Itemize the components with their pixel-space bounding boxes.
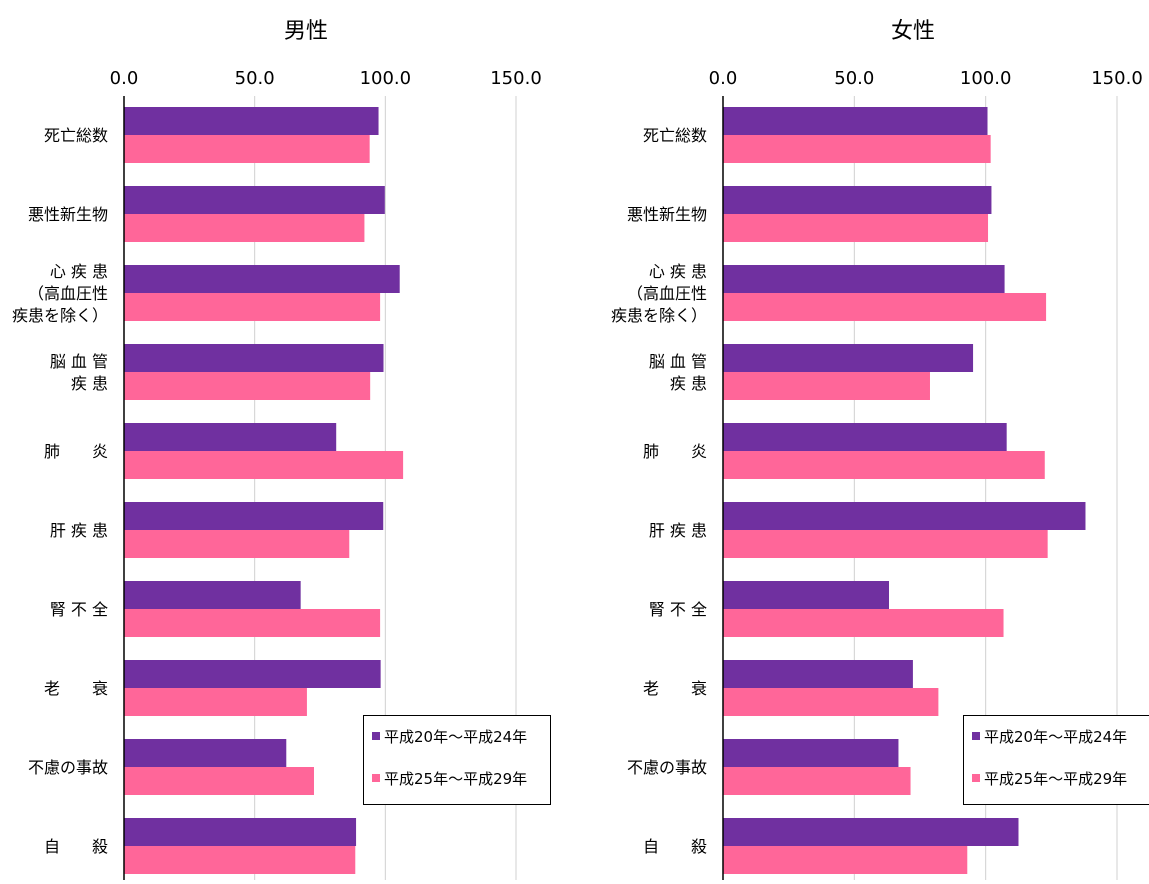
- bar-series-2: [723, 451, 1045, 479]
- category-label: 老 衰: [44, 679, 108, 698]
- bar-series-1: [124, 660, 381, 688]
- male-chart-panel: 男性 0.0 50.0 100.0 150.0 死亡総数悪性新生物心 疾 患 （高血圧性疾患…: [0, 0, 575, 880]
- category-label: 肝 疾 患: [50, 521, 108, 540]
- x-tick-label: 50.0: [235, 68, 275, 89]
- bar-series-1: [124, 423, 337, 451]
- bar-series-1: [124, 186, 385, 214]
- bar-series-2: [723, 214, 989, 242]
- bar-series-2: [124, 372, 371, 400]
- x-tick-label: 150.0: [490, 68, 542, 89]
- x-tick-label: 0.0: [110, 68, 139, 89]
- bar-series-2: [723, 767, 911, 795]
- category-label: 老 衰: [643, 679, 707, 698]
- category-label: 悪性新生物: [627, 205, 707, 224]
- bar-series-2: [124, 530, 350, 558]
- category-label: 疾患を除く）: [12, 306, 108, 325]
- male-legend: 平成20年～平成24年 平成25年～平成29年: [363, 715, 551, 805]
- female-chart-panel: 女性 0.0 50.0 100.0 150.0 死亡総数悪性新生物心 疾 患 （高血圧性疾患…: [575, 0, 1149, 880]
- bar-series-1: [723, 660, 913, 688]
- legend-label-series-1: 平成20年～平成24年: [984, 728, 1128, 746]
- category-label: 自 殺: [44, 837, 108, 856]
- bar-series-1: [124, 739, 287, 767]
- x-tick-label: 100.0: [360, 68, 412, 89]
- bar-series-2: [723, 688, 939, 716]
- category-label: 肝 疾 患: [649, 521, 707, 540]
- category-label: 疾 患: [71, 374, 108, 393]
- chart-title: 女性: [891, 19, 935, 44]
- category-label: 肺 炎: [44, 442, 108, 461]
- bar-series-1: [124, 581, 301, 609]
- bar-series-2: [124, 688, 307, 716]
- bar-series-1: [124, 265, 400, 293]
- category-label: 心 疾 患: [649, 262, 707, 281]
- category-label: 悪性新生物: [28, 205, 108, 224]
- bar-series-2: [124, 767, 314, 795]
- bar-series-1: [723, 186, 992, 214]
- bar-series-1: [124, 818, 357, 846]
- legend-entry-series-1: 平成20年～平成24年: [372, 726, 527, 747]
- bar-series-1: [124, 502, 384, 530]
- legend-entry-series-2: 平成25年～平成29年: [372, 768, 527, 789]
- category-label: 不慮の事故: [28, 758, 108, 777]
- legend-swatch-series-2: [972, 773, 980, 782]
- category-label: 疾 患: [670, 374, 707, 393]
- bar-series-2: [124, 293, 381, 321]
- bar-series-2: [723, 372, 930, 400]
- legend-swatch-series-1: [372, 731, 380, 740]
- legend-label-series-2: 平成25年～平成29年: [984, 770, 1128, 788]
- category-label: （高血圧性: [627, 284, 707, 303]
- bar-series-1: [723, 344, 974, 372]
- bar-series-2: [723, 530, 1048, 558]
- legend-swatch-series-2: [372, 773, 380, 782]
- bar-series-2: [723, 135, 991, 163]
- bar-series-2: [723, 609, 1004, 637]
- bar-series-1: [124, 344, 384, 372]
- female-legend: 平成20年～平成24年 平成25年～平成29年: [963, 715, 1149, 805]
- x-tick-label: 100.0: [960, 68, 1012, 89]
- x-tick-label: 50.0: [834, 68, 874, 89]
- category-label: 自 殺: [643, 837, 707, 856]
- bar-series-2: [723, 293, 1047, 321]
- bar-series-2: [124, 451, 404, 479]
- bar-series-2: [124, 135, 370, 163]
- category-label: 脳 血 管: [50, 352, 108, 371]
- legend-entry-series-1: 平成20年～平成24年: [972, 726, 1127, 747]
- x-tick-label: 150.0: [1091, 68, 1143, 89]
- bar-series-2: [723, 846, 968, 874]
- category-label: 腎 不 全: [50, 600, 108, 619]
- bar-series-2: [124, 214, 365, 242]
- category-label: 死亡総数: [643, 126, 707, 145]
- category-label: 腎 不 全: [649, 600, 707, 619]
- category-label: 疾患を除く）: [611, 306, 707, 325]
- bar-series-1: [723, 423, 1007, 451]
- bar-series-1: [124, 107, 379, 135]
- bar-series-1: [723, 581, 890, 609]
- bar-series-1: [723, 107, 988, 135]
- bar-series-1: [723, 818, 1019, 846]
- bar-series-2: [124, 846, 356, 874]
- bar-series-1: [723, 502, 1086, 530]
- category-label: 心 疾 患: [50, 262, 108, 281]
- category-label: 死亡総数: [44, 126, 108, 145]
- chart-title: 男性: [284, 19, 328, 44]
- category-label: 不慮の事故: [627, 758, 707, 777]
- category-label: 脳 血 管: [649, 352, 707, 371]
- bar-series-1: [723, 739, 899, 767]
- category-label: 肺 炎: [643, 442, 707, 461]
- legend-entry-series-2: 平成25年～平成29年: [972, 768, 1127, 789]
- bar-series-2: [124, 609, 381, 637]
- x-tick-label: 0.0: [709, 68, 738, 89]
- legend-label-series-2: 平成25年～平成29年: [384, 770, 528, 788]
- category-label: （高血圧性: [28, 284, 108, 303]
- legend-label-series-1: 平成20年～平成24年: [384, 728, 528, 746]
- legend-swatch-series-1: [972, 731, 980, 740]
- bar-series-1: [723, 265, 1005, 293]
